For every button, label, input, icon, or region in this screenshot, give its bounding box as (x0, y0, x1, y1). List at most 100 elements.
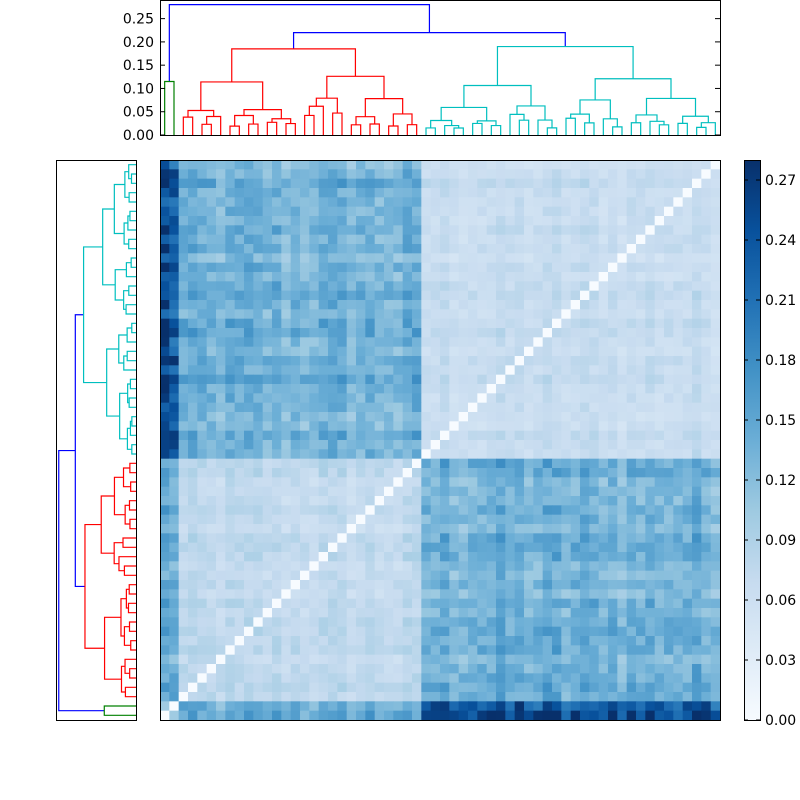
heatmap-cell (533, 309, 544, 320)
heatmap-cell (458, 300, 469, 310)
heatmap-cell (188, 636, 198, 646)
heatmap-cell (552, 393, 562, 404)
heatmap-cell (682, 309, 693, 320)
heatmap-cell (552, 524, 562, 534)
heatmap-cell (645, 290, 656, 301)
heatmap-cell (552, 225, 562, 236)
heatmap-cell (664, 337, 674, 348)
heatmap-cell (169, 477, 180, 488)
heatmap-cell (402, 692, 413, 702)
heatmap-cell (197, 365, 208, 376)
heatmap-cell (216, 477, 226, 488)
heatmap-cell (225, 496, 236, 506)
heatmap-cell (272, 374, 282, 385)
heatmap-cell (524, 514, 534, 525)
heatmap-cell (272, 710, 282, 721)
heatmap-cell (300, 692, 310, 702)
heatmap-cell (374, 589, 385, 600)
heatmap-cell (178, 272, 189, 282)
heatmap-cell (253, 505, 264, 516)
heatmap-cell (524, 589, 534, 600)
heatmap-cell (533, 486, 544, 497)
heatmap-cell (412, 384, 422, 394)
heatmap-cell (402, 374, 413, 385)
heatmap-cell (356, 617, 366, 628)
heatmap-cell (468, 234, 478, 245)
heatmap-cell (626, 486, 637, 497)
heatmap-cell (486, 384, 497, 394)
heatmap-cell (468, 458, 478, 469)
heatmap-cell (514, 169, 525, 180)
heatmap-cell (477, 430, 488, 441)
heatmap-cell (692, 542, 702, 553)
heatmap-cell (421, 692, 432, 702)
heatmap-cell (365, 300, 376, 310)
heatmap-cell (337, 346, 348, 357)
heatmap-cell (384, 514, 394, 525)
heatmap-cell (542, 692, 553, 702)
heatmap-cell (197, 290, 208, 301)
heatmap-cell (430, 645, 441, 656)
heatmap-cell (701, 197, 712, 208)
heatmap-cell (300, 281, 310, 292)
heatmap-cell (542, 458, 553, 469)
heatmap-cell (636, 197, 646, 208)
heatmap-cell (636, 692, 646, 702)
heatmap-cell (318, 393, 329, 404)
heatmap-cell (300, 608, 310, 618)
heatmap-cell (393, 710, 404, 721)
left-dendrogram-link (113, 183, 125, 235)
heatmap-cell (244, 673, 254, 684)
heatmap-cell (570, 384, 581, 394)
heatmap-cell (617, 188, 628, 198)
left-dendrogram-link (124, 171, 130, 198)
heatmap-cell (496, 253, 506, 264)
heatmap-cell (430, 701, 441, 712)
heatmap-cell (421, 561, 432, 572)
heatmap-cell (412, 561, 422, 572)
heatmap-cell (692, 206, 702, 217)
heatmap-cell (272, 384, 282, 394)
heatmap-cell (636, 710, 646, 721)
heatmap-cell (412, 216, 422, 226)
heatmap-cell (253, 234, 264, 245)
heatmap-cell (617, 393, 628, 404)
heatmap-cell (477, 272, 488, 282)
heatmap-cell (654, 384, 665, 394)
heatmap-cell (626, 673, 637, 684)
heatmap-cell (552, 580, 562, 590)
heatmap-cell (421, 664, 432, 674)
heatmap-cell (216, 421, 226, 432)
heatmap-cell (570, 617, 581, 628)
heatmap-cell (710, 197, 721, 208)
heatmap-cell (384, 225, 394, 236)
heatmap-cell (300, 636, 310, 646)
heatmap-cell (346, 374, 357, 385)
heatmap-cell (458, 608, 469, 618)
heatmap-cell (664, 290, 674, 301)
heatmap-cell (608, 664, 618, 674)
heatmap-cell (393, 486, 404, 497)
heatmap-cell (664, 216, 674, 226)
heatmap-cell (561, 561, 572, 572)
heatmap-cell (570, 496, 581, 506)
heatmap-cell (197, 244, 208, 254)
left-dendrogram-link (103, 616, 122, 680)
heatmap-cell (682, 197, 693, 208)
heatmap-cell (356, 589, 366, 600)
heatmap-cell (384, 636, 394, 646)
heatmap-cell (477, 188, 488, 198)
heatmap-cell (589, 486, 600, 497)
heatmap-cell (701, 636, 712, 646)
heatmap-cell (216, 589, 226, 600)
heatmap-cell (468, 710, 478, 721)
heatmap-cell (617, 636, 628, 646)
heatmap-cell (328, 178, 338, 189)
heatmap-cell (608, 682, 618, 693)
heatmap-cell (346, 225, 357, 236)
heatmap-cell (533, 608, 544, 618)
heatmap-cell (318, 188, 329, 198)
heatmap-cell (197, 636, 208, 646)
heatmap-cell (309, 206, 320, 217)
heatmap-cell (626, 608, 637, 618)
